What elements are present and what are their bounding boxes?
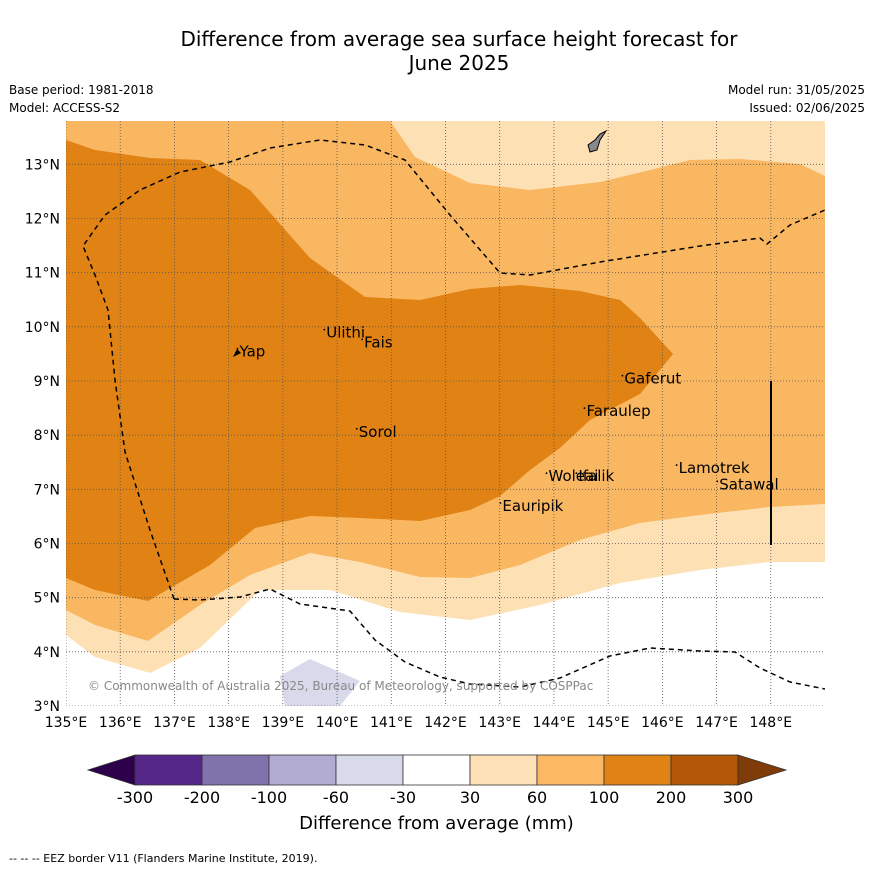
place-marker [236,347,239,350]
lat-tick-label: 7°N [34,482,60,498]
place-marker [545,472,548,475]
place-marker [499,502,502,504]
lon-tick-label: 148°E [749,715,792,731]
colorbar-tick-label: -30 [389,788,417,807]
place-label-faraulep: Faraulep [586,402,650,420]
lat-tick-labels: 3°N 4°N 5°N 6°N 7°N 8°N 9°N 10°N 11°N 12°N 13°N [25,157,60,715]
lon-tick-label: 144°E [533,715,576,731]
colorbar-extend-high [737,754,788,786]
place-label-woleai: Woleai [549,467,599,485]
colorbar-tick-label: -100 [250,788,288,807]
lat-tick-label: 4°N [34,645,60,661]
title-line-2: June 2025 [408,51,510,75]
place-label-yap: Yap [238,343,265,361]
colorbar-title: Difference from average (mm) [299,813,574,834]
lon-tick-labels: 135°E 136°E 137°E 138°E 139°E 140°E 141°E 142°E… [45,715,792,731]
base-period: Base period: 1981-2018 [9,83,154,97]
lat-tick-label: 10°N [25,320,60,336]
colorbar-tick-label: -300 [116,788,154,807]
colorbar-segment [134,754,203,786]
place-marker [675,464,678,466]
colorbar-segment [536,754,605,786]
yap-island [233,349,241,357]
colorbar-extend-low [86,754,136,786]
model-name: Model: ACCESS-S2 [9,101,121,115]
gridlines [66,121,825,706]
place-marker [323,328,326,331]
place-label-satawal: Satawal [719,475,778,493]
colorbar-tick-label: -200 [183,788,221,807]
model-run: Model run: 31/05/2025 [727,83,865,97]
lat-tick-label: 12°N [25,212,60,228]
place-label-gaferut: Gaferut [624,370,681,388]
colorbar [86,754,788,786]
colorbar-tick-label: 100 [588,788,620,807]
guam-island [587,129,608,153]
lon-tick-label: 143°E [478,715,521,731]
issued-date: Issued: 02/06/2025 [749,101,865,115]
negative-band-patch [280,659,360,706]
lon-tick-label: 139°E [262,715,305,731]
colorbar-segment [268,754,337,786]
lat-tick-label: 9°N [34,374,60,390]
colorbar-tick-label: 300 [722,788,754,807]
colorbar-segment [603,754,672,786]
place-label-sorol: Sorol [359,423,397,441]
chart-title: Difference from average sea surface heig… [0,27,873,75]
lon-tick-label: 135°E [45,715,88,731]
eez-border [173,588,825,690]
place-marker [621,374,624,377]
place-label-eauripik: Eauripik [502,497,563,515]
lon-tick-label: 140°E [316,715,359,731]
band-100-200 [66,140,673,601]
lat-tick-label: 8°N [34,428,60,444]
place-marker [583,407,586,410]
footnote: -- -- -- EEZ border V11 (Flanders Marine… [9,852,318,865]
lon-tick-label: 145°E [587,715,630,731]
lon-tick-label: 138°E [207,715,250,731]
lon-tick-label: 146°E [641,715,684,731]
lat-tick-label: 6°N [34,537,60,553]
place-marker [355,427,358,430]
colorbar-segment [670,754,739,786]
colorbar-segment [335,754,404,786]
lon-tick-label: 137°E [153,715,196,731]
eez-border-north [82,139,825,600]
place-label-fais: Fais [364,333,393,351]
lat-tick-label: 13°N [25,157,60,173]
lon-tick-label: 142°E [424,715,467,731]
colorbar-segment [201,754,270,786]
colorbar-tick-label: -60 [322,788,350,807]
place-marker [575,472,578,475]
colorbar-tick-label: 60 [526,788,548,807]
place-label-ifalik: Ifalik [578,467,614,485]
lat-tick-label: 5°N [34,591,60,607]
colorbar-tick-label: 200 [655,788,687,807]
place-label-ulithi: Ulithi [326,324,365,342]
colorbar-tick-label: 30 [459,788,481,807]
copyright-text: © Commonwealth of Australia 2025, Bureau… [88,679,593,693]
meta-right: Model run: 31/05/2025 Issued: 02/06/2025 [728,81,865,117]
lon-tick-label: 136°E [99,715,142,731]
place-label-lamotrek: Lamotrek [679,459,750,477]
place-marker [716,480,719,483]
place-marker [361,338,364,341]
lon-tick-label: 141°E [370,715,413,731]
lat-tick-label: 3°N [34,699,60,715]
lat-tick-label: 11°N [25,266,60,282]
meta-left: Base period: 1981-2018 Model: ACCESS-S2 [9,81,154,117]
lon-tick-label: 147°E [695,715,738,731]
colorbar-segment [402,754,471,786]
title-line-1: Difference from average sea surface heig… [180,27,738,51]
colorbar-segment [469,754,538,786]
